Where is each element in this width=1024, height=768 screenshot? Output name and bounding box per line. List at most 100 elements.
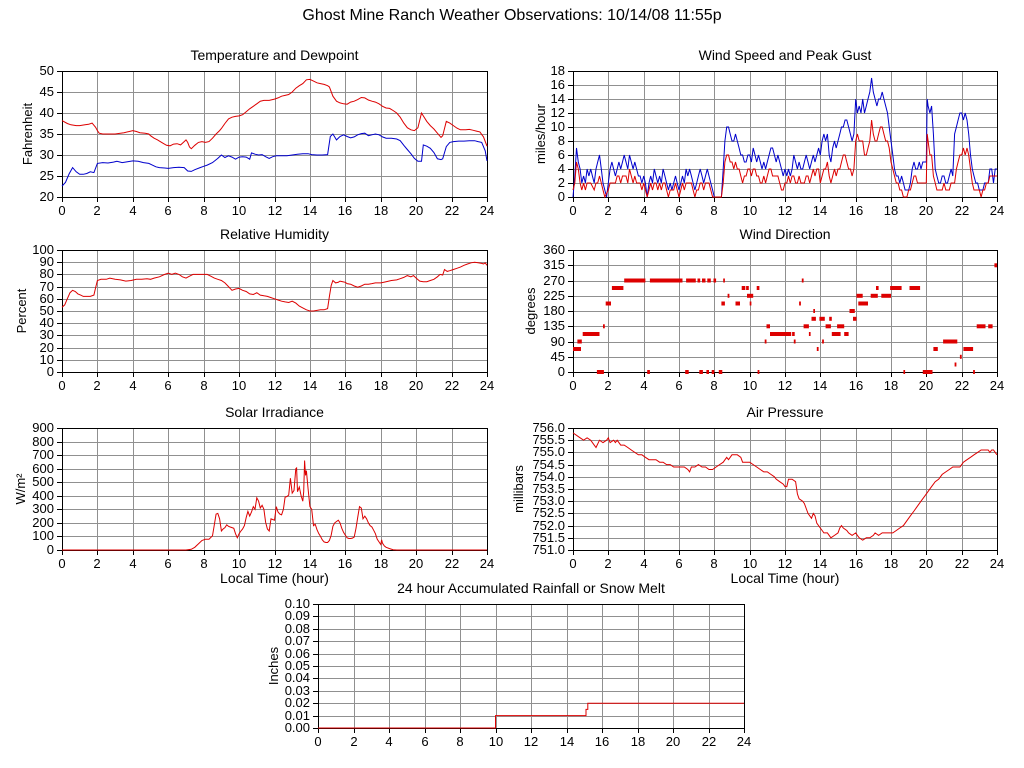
svg-text:16: 16	[338, 203, 352, 218]
svg-text:2: 2	[604, 556, 611, 571]
y-axis-label: Percent	[14, 288, 29, 333]
svg-text:0: 0	[47, 364, 54, 379]
svg-text:4: 4	[558, 161, 565, 176]
chart-title: Wind Speed and Peak Gust	[699, 47, 872, 63]
svg-text:6: 6	[675, 556, 682, 571]
irradiance-line	[62, 460, 487, 551]
svg-text:14: 14	[813, 556, 827, 571]
y-axis-label: miles/hour	[533, 103, 548, 164]
svg-text:24: 24	[990, 556, 1004, 571]
svg-text:0: 0	[569, 556, 576, 571]
x-axis-label: Local Time (hour)	[731, 570, 840, 586]
svg-text:755.5: 755.5	[532, 432, 565, 447]
svg-text:14: 14	[551, 91, 565, 106]
axis-tick-labels: 751.0751.5752.0752.5753.0753.5754.0754.5…	[532, 420, 1004, 571]
svg-text:20: 20	[40, 189, 54, 204]
svg-text:18: 18	[374, 556, 388, 571]
svg-text:0: 0	[314, 734, 321, 749]
svg-text:10: 10	[489, 734, 503, 749]
x-axis-label: Local Time (hour)	[220, 570, 329, 586]
svg-text:50: 50	[40, 303, 54, 318]
svg-text:2: 2	[604, 378, 611, 393]
svg-text:2: 2	[93, 556, 100, 571]
humidity-line	[61, 261, 488, 312]
svg-text:2: 2	[558, 175, 565, 190]
svg-text:8: 8	[710, 378, 717, 393]
chart-title: Temperature and Dewpoint	[190, 47, 358, 63]
gridlines	[573, 250, 997, 372]
svg-text:20: 20	[409, 203, 423, 218]
svg-text:100: 100	[32, 242, 54, 257]
svg-text:16: 16	[595, 734, 609, 749]
svg-text:200: 200	[32, 515, 54, 530]
gridlines	[318, 604, 744, 728]
svg-text:0.07: 0.07	[285, 633, 310, 648]
svg-text:60: 60	[40, 291, 54, 306]
dewpoint-line	[61, 132, 488, 187]
svg-text:10: 10	[743, 556, 757, 571]
gridlines	[573, 428, 997, 550]
svg-text:0.05: 0.05	[285, 658, 310, 673]
svg-text:22: 22	[955, 378, 969, 393]
svg-text:755.0: 755.0	[532, 444, 565, 459]
svg-text:12: 12	[268, 378, 282, 393]
svg-text:14: 14	[303, 203, 317, 218]
svg-text:20: 20	[666, 734, 680, 749]
svg-text:500: 500	[32, 474, 54, 489]
y-axis-label: degrees	[523, 287, 538, 334]
svg-text:80: 80	[40, 266, 54, 281]
svg-text:12: 12	[778, 556, 792, 571]
axis-ticks	[313, 604, 745, 733]
svg-text:16: 16	[338, 556, 352, 571]
svg-text:0.00: 0.00	[285, 720, 310, 735]
svg-text:12: 12	[778, 203, 792, 218]
svg-text:753.0: 753.0	[532, 493, 565, 508]
svg-text:6: 6	[164, 378, 171, 393]
svg-text:6: 6	[164, 203, 171, 218]
svg-text:754.5: 754.5	[532, 457, 565, 472]
svg-text:24: 24	[737, 734, 751, 749]
svg-text:0: 0	[569, 378, 576, 393]
axis-tick-labels: 0.000.010.020.030.040.050.060.070.080.09…	[285, 596, 752, 749]
svg-text:751.5: 751.5	[532, 530, 565, 545]
svg-text:40: 40	[40, 105, 54, 120]
svg-text:0.08: 0.08	[285, 621, 310, 636]
svg-text:8: 8	[456, 734, 463, 749]
svg-text:90: 90	[551, 334, 565, 349]
axis-ticks	[568, 250, 998, 377]
svg-text:4: 4	[640, 378, 647, 393]
svg-text:20: 20	[919, 556, 933, 571]
svg-text:10: 10	[232, 378, 246, 393]
axis-ticks	[568, 428, 998, 555]
svg-text:4: 4	[640, 203, 647, 218]
svg-text:10: 10	[743, 378, 757, 393]
svg-text:12: 12	[551, 105, 565, 120]
svg-text:30: 30	[40, 147, 54, 162]
svg-text:16: 16	[849, 203, 863, 218]
svg-text:4: 4	[129, 378, 136, 393]
svg-text:24: 24	[990, 378, 1004, 393]
axis-ticks	[57, 71, 488, 202]
svg-text:6: 6	[164, 556, 171, 571]
svg-text:900: 900	[32, 420, 54, 435]
svg-text:25: 25	[40, 168, 54, 183]
svg-text:6: 6	[558, 147, 565, 162]
svg-text:6: 6	[675, 203, 682, 218]
y-axis-label: Inches	[266, 646, 281, 685]
svg-text:70: 70	[40, 279, 54, 294]
svg-text:16: 16	[849, 556, 863, 571]
svg-text:40: 40	[40, 315, 54, 330]
svg-text:0.02: 0.02	[285, 695, 310, 710]
svg-text:14: 14	[813, 203, 827, 218]
svg-text:100: 100	[32, 528, 54, 543]
svg-text:0.06: 0.06	[285, 646, 310, 661]
svg-text:2: 2	[604, 203, 611, 218]
